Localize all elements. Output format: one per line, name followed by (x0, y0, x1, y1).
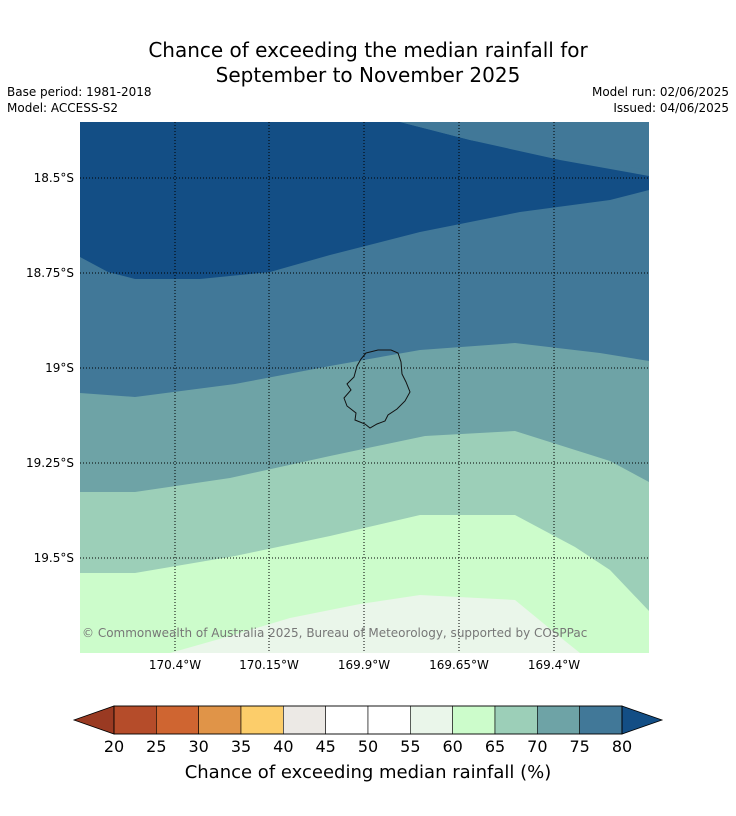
colorbar-bands (113, 705, 623, 735)
colorbar-band (494, 705, 538, 735)
colorbar-frame (113, 705, 623, 735)
colorbar-under-arrow (72, 705, 115, 735)
colorbar-tick-label: 80 (611, 737, 633, 756)
colorbar-tick-label: 35 (230, 737, 252, 756)
meta-right: Model run: 02/06/2025 Issued: 04/06/2025 (592, 84, 729, 116)
colorbar-band (537, 705, 580, 735)
contour-band-over-80-corner (400, 122, 649, 170)
colorbar-band (113, 705, 157, 735)
title-line-1: Chance of exceeding the median rainfall … (148, 38, 588, 62)
meta-left: Base period: 1981-2018 Model: ACCESS-S2 (7, 84, 152, 116)
contour-band-55-60 (170, 595, 580, 653)
chart-title: Chance of exceeding the median rainfall … (0, 38, 736, 88)
island-outline (343, 349, 411, 429)
colorbar-band (156, 705, 199, 735)
lat-label-3: 19°S (45, 361, 74, 375)
lon-label-1: 170.4°W (148, 658, 202, 672)
base-period-text: Base period: 1981-2018 (7, 85, 152, 99)
lat-label-1: 18.5°S (33, 171, 74, 185)
colorbar-tick-label: 55 (400, 737, 421, 756)
title-line-2: September to November 2025 (215, 63, 521, 87)
colorbar-band (240, 705, 284, 735)
colorbar-band (367, 705, 411, 735)
lat-label-4: 19.25°S (26, 456, 74, 470)
colorbar-label: Chance of exceeding median rainfall (%) (184, 762, 552, 783)
lat-label-2: 18.75°S (26, 266, 74, 280)
copyright-text: © Commonwealth of Australia 2025, Bureau… (82, 626, 588, 640)
colorbar-band (325, 705, 369, 735)
colorbar-tick-label: 40 (273, 737, 294, 756)
issued-text: Issued: 04/06/2025 (613, 101, 729, 115)
colorbar-band (410, 705, 453, 735)
colorbar-over-arrow (621, 705, 664, 735)
colorbar-band (198, 705, 242, 735)
colorbar-tick-label: 65 (484, 737, 506, 756)
lat-label-5: 19.5°S (33, 551, 74, 565)
colorbar-band (452, 705, 496, 735)
model-text: Model: ACCESS-S2 (7, 101, 119, 115)
colorbar-tick-label: 75 (569, 737, 590, 756)
colorbar-tick-label: 50 (357, 737, 379, 756)
lon-label-5: 169.4°W (527, 658, 581, 672)
colorbar-tick-label: 45 (315, 737, 336, 756)
lon-label-2: 170.15°W (239, 658, 299, 672)
colorbar-tick-label: 25 (146, 737, 167, 756)
lon-label-4: 169.65°W (429, 658, 489, 672)
colorbar-band (283, 705, 326, 735)
contour-map (80, 122, 649, 653)
colorbar-band (579, 705, 623, 735)
colorbar (72, 705, 664, 735)
model-run-text: Model run: 02/06/2025 (591, 85, 729, 99)
colorbar-tick-label: 20 (103, 737, 125, 756)
lon-label-3: 169.9°W (337, 658, 391, 672)
colorbar-tick-label: 60 (442, 737, 463, 756)
colorbar-tick-label: 70 (527, 737, 548, 756)
colorbar-tick-label: 30 (188, 737, 209, 756)
